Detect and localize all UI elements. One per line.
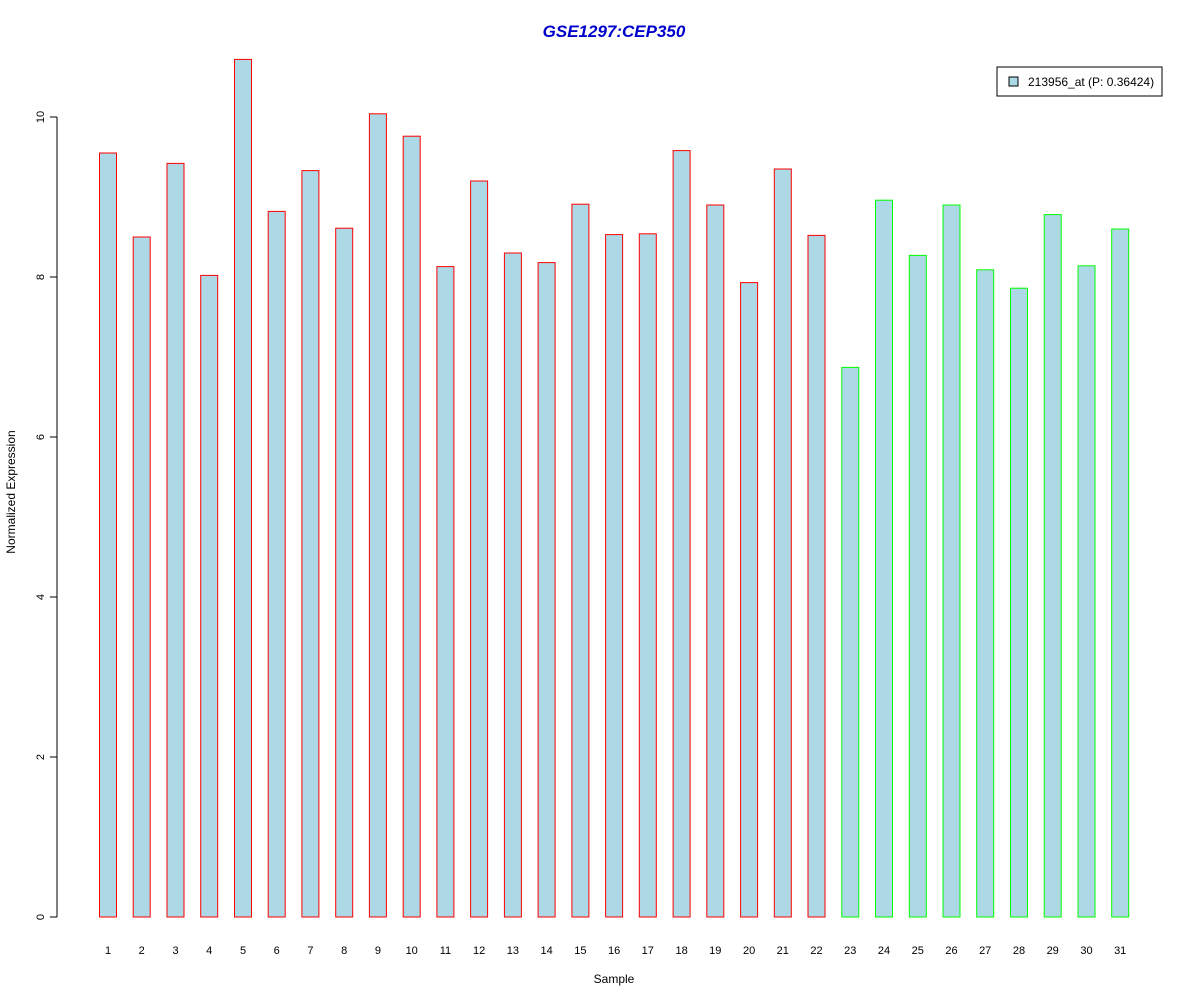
bars-group bbox=[99, 58, 1130, 918]
x-tick-label: 19 bbox=[709, 945, 721, 957]
bar-sample-9 bbox=[368, 113, 387, 918]
x-tick-label: 9 bbox=[375, 945, 381, 957]
x-tick-label: 14 bbox=[540, 945, 552, 957]
bar-sample-1 bbox=[99, 152, 117, 918]
x-tick-label: 13 bbox=[507, 945, 519, 957]
x-tick-label: 12 bbox=[473, 945, 485, 957]
y-tick-label: 4 bbox=[35, 594, 47, 600]
x-tick-label: 10 bbox=[406, 945, 418, 957]
bar-sample-19 bbox=[706, 204, 725, 918]
bar-sample-28 bbox=[1010, 287, 1028, 918]
x-tick-label: 22 bbox=[810, 945, 822, 957]
x-tick-label: 15 bbox=[574, 945, 586, 957]
bar-sample-15 bbox=[571, 203, 590, 918]
bar-sample-17 bbox=[638, 233, 657, 918]
x-tick-label: 4 bbox=[206, 945, 212, 957]
chart-title: GSE1297:CEP350 bbox=[543, 22, 686, 41]
y-tick-label: 0 bbox=[35, 914, 47, 920]
bar-sample-26 bbox=[942, 204, 961, 918]
y-tick-label: 2 bbox=[35, 754, 47, 760]
legend-swatch bbox=[1008, 76, 1019, 87]
x-axis-tick-labels: 1 2 3 4 5 6 7 8 9 10 11 12 13 14 15 16 17 18 19 20 21 22 23 24 2… bbox=[105, 945, 1126, 957]
bar-sample-16 bbox=[605, 234, 624, 918]
bar-sample-8 bbox=[335, 227, 354, 918]
x-tick-label: 20 bbox=[743, 945, 755, 957]
x-tick-label: 21 bbox=[777, 945, 789, 957]
x-tick-label: 3 bbox=[172, 945, 178, 957]
bar-sample-29 bbox=[1043, 214, 1062, 918]
y-axis: 0 2 4 6 8 10 bbox=[35, 111, 58, 920]
bar-sample-11 bbox=[436, 266, 455, 918]
x-tick-label: 7 bbox=[307, 945, 313, 957]
bar-sample-23 bbox=[841, 366, 860, 918]
x-tick-label: 31 bbox=[1114, 945, 1126, 957]
x-tick-label: 17 bbox=[642, 945, 654, 957]
y-tick-label: 8 bbox=[35, 274, 47, 280]
bar-sample-2 bbox=[132, 236, 151, 918]
bar-sample-27 bbox=[976, 269, 995, 918]
bar-sample-30 bbox=[1077, 265, 1096, 918]
x-tick-label: 8 bbox=[341, 945, 347, 957]
bar-sample-12 bbox=[470, 180, 489, 918]
x-tick-label: 27 bbox=[979, 945, 991, 957]
bar-sample-3 bbox=[166, 162, 185, 918]
legend: 213956_at (P: 0.36424) bbox=[996, 66, 1163, 97]
x-tick-label: 11 bbox=[440, 945, 451, 957]
bar-sample-31 bbox=[1111, 228, 1130, 918]
legend-label: 213956_at (P: 0.36424) bbox=[1028, 75, 1154, 89]
x-tick-label: 29 bbox=[1047, 945, 1059, 957]
x-tick-label: 5 bbox=[240, 945, 246, 957]
legend-box bbox=[996, 66, 1163, 97]
x-tick-label: 23 bbox=[844, 945, 856, 957]
bar-sample-4 bbox=[200, 274, 219, 918]
y-tick-label: 10 bbox=[35, 111, 47, 123]
x-tick-label: 2 bbox=[139, 945, 145, 957]
bar-sample-13 bbox=[503, 252, 522, 918]
x-tick-label: 25 bbox=[912, 945, 924, 957]
bar-sample-21 bbox=[773, 168, 792, 918]
bar-sample-20 bbox=[740, 282, 759, 918]
bar-sample-6 bbox=[267, 210, 286, 918]
bar-sample-5 bbox=[234, 58, 252, 918]
x-axis-title: Sample bbox=[594, 972, 635, 986]
y-axis-title: Normalized Expression bbox=[4, 430, 18, 553]
x-tick-label: 1 bbox=[105, 945, 111, 957]
x-tick-label: 6 bbox=[274, 945, 280, 957]
bar-sample-18 bbox=[672, 150, 691, 918]
x-tick-label: 28 bbox=[1013, 945, 1025, 957]
bar-sample-22 bbox=[807, 234, 826, 918]
y-tick-label: 6 bbox=[35, 434, 47, 440]
x-tick-label: 30 bbox=[1080, 945, 1092, 957]
x-tick-label: 18 bbox=[675, 945, 687, 957]
x-tick-label: 24 bbox=[878, 945, 890, 957]
bar-sample-7 bbox=[301, 170, 320, 918]
bar-sample-14 bbox=[537, 262, 556, 918]
x-tick-label: 16 bbox=[608, 945, 620, 957]
bar-sample-10 bbox=[402, 135, 421, 918]
bar-sample-24 bbox=[875, 199, 893, 918]
bar-sample-25 bbox=[908, 254, 927, 918]
x-tick-label: 26 bbox=[945, 945, 957, 957]
